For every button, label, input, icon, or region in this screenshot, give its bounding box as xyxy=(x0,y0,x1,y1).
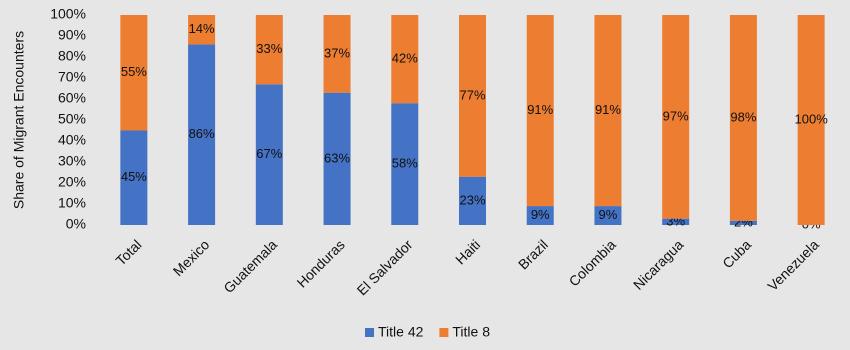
bar-segment xyxy=(323,92,351,225)
value-label: 33% xyxy=(256,41,282,56)
value-label: 23% xyxy=(459,192,485,207)
bar-segment xyxy=(459,15,486,177)
bar-segment xyxy=(255,15,283,85)
bar-segment xyxy=(459,176,486,225)
y-tick-label: 30% xyxy=(58,153,86,169)
value-label: 9% xyxy=(531,207,550,222)
bar-segment xyxy=(526,206,554,225)
value-label: 45% xyxy=(121,169,147,184)
y-tick-label: 100% xyxy=(50,6,86,22)
y-tick-label: 20% xyxy=(58,174,86,190)
value-label: 98% xyxy=(730,109,756,124)
bar-segment xyxy=(594,206,622,225)
y-tick-label: 0% xyxy=(66,216,86,232)
bar-segment xyxy=(729,15,757,221)
y-tick-label: 10% xyxy=(58,195,86,211)
value-label: 97% xyxy=(663,108,689,123)
bar-segment xyxy=(120,15,148,131)
bar-segment xyxy=(323,15,351,93)
value-label: 14% xyxy=(189,21,215,36)
y-axis-label: Share of Migrant Encounters xyxy=(11,31,27,209)
value-label: 9% xyxy=(599,207,618,222)
legend-label: Title 42 xyxy=(378,324,424,340)
bar-segment xyxy=(662,15,690,219)
bar-segment xyxy=(594,15,622,207)
value-label: 37% xyxy=(324,45,350,60)
bar-segment xyxy=(391,15,419,104)
legend-swatch xyxy=(439,328,449,337)
value-label: 42% xyxy=(392,51,418,66)
bar-segment xyxy=(188,44,216,226)
value-label: 55% xyxy=(121,64,147,79)
y-tick-label: 40% xyxy=(58,132,86,148)
value-label: 100% xyxy=(795,111,829,126)
bar-segment xyxy=(662,218,690,225)
bar-segment xyxy=(391,103,419,225)
bar-segment xyxy=(188,15,216,45)
value-label: 58% xyxy=(392,156,418,171)
bar-segment xyxy=(526,15,554,207)
legend-label: Title 8 xyxy=(452,324,490,340)
legend-swatch xyxy=(365,328,374,337)
bar-segment xyxy=(729,220,757,225)
y-tick-label: 70% xyxy=(58,69,86,85)
bar-segment xyxy=(120,130,148,225)
bar-segment xyxy=(255,84,283,225)
y-tick-label: 60% xyxy=(58,90,86,106)
value-label: 67% xyxy=(256,146,282,161)
y-tick-label: 90% xyxy=(58,27,86,43)
value-label: 77% xyxy=(459,87,485,102)
value-label: 91% xyxy=(527,102,553,117)
y-tick-label: 50% xyxy=(58,111,86,127)
bar-segment xyxy=(797,15,825,225)
value-label: 86% xyxy=(189,126,215,141)
y-tick-label: 80% xyxy=(58,48,86,64)
value-label: 63% xyxy=(324,150,350,165)
value-label: 91% xyxy=(595,102,621,117)
